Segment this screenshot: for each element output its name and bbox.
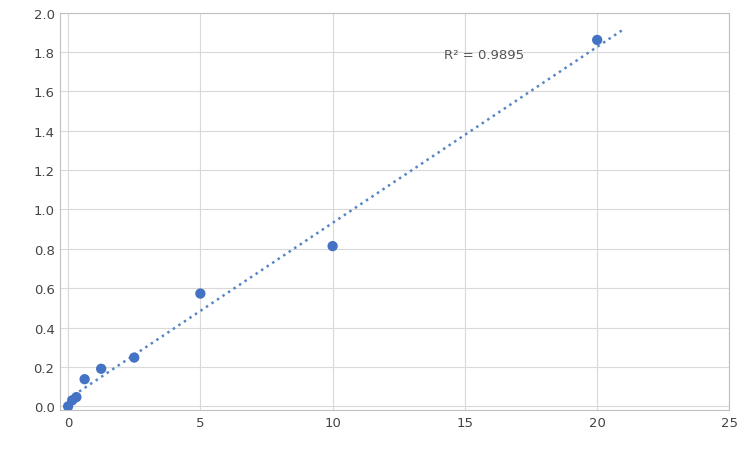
Point (326, 243, 338, 250)
Point (71, 394, 83, 401)
Point (194, 290, 206, 298)
Point (128, 354, 140, 361)
Point (96, 365, 108, 373)
Point (66, 397, 78, 404)
Point (591, 37, 603, 45)
Point (62, 403, 74, 410)
Point (79, 376, 91, 383)
Text: R² = 0.9895: R² = 0.9895 (444, 49, 524, 62)
